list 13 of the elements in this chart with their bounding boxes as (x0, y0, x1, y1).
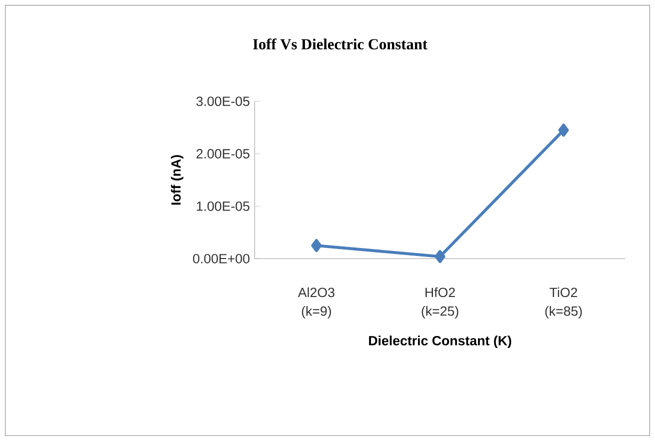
y-tick-label: 3.00E-05 (196, 96, 250, 106)
x-tick-label: HfO2 (k=25) (422, 287, 458, 318)
point (434, 250, 446, 264)
x-tick-label: Al2O3 (k=9) (298, 287, 334, 318)
x-tick-label: TiO2 (k=85) (545, 287, 582, 318)
point (558, 124, 569, 137)
point (311, 239, 322, 252)
y-axis-title: Ioff (nA) (170, 155, 184, 205)
y-tick-label: 1.00E-05 (196, 201, 250, 211)
y-tick-label: 2.00E-05 (196, 149, 250, 158)
y-tick-label: 0.00E+00 (193, 254, 250, 264)
x-axis-title: Dielectric Constant (K) (369, 336, 512, 348)
chart-title: Ioff Vs Dielectric Constant (253, 38, 428, 50)
